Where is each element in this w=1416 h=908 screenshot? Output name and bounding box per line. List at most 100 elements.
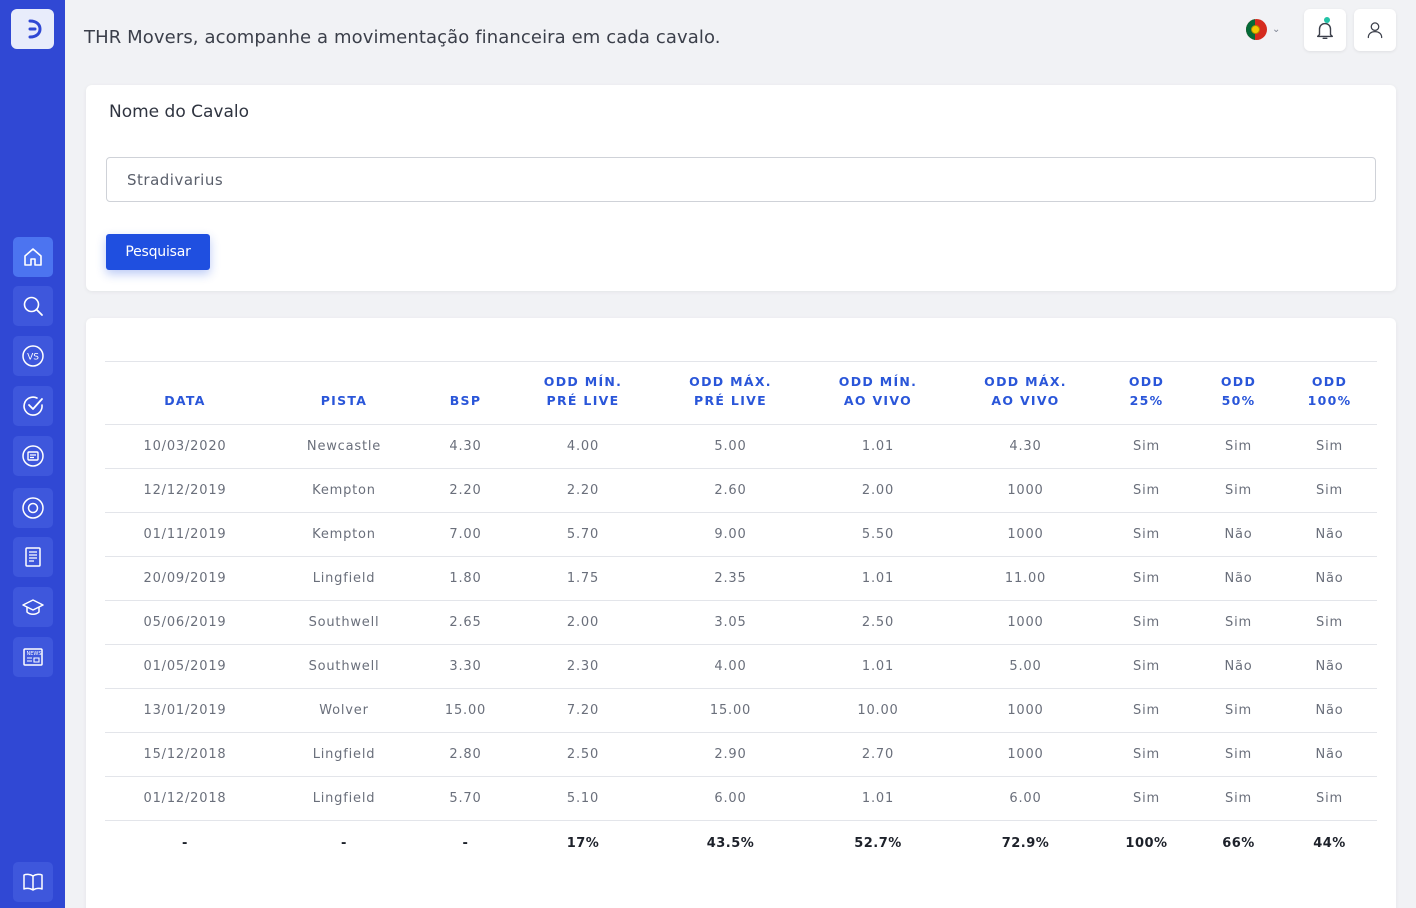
table-cell: Não [1315,747,1344,762]
table-cell: Sim [1225,483,1252,498]
column-header-odd-50[interactable]: ODD 50% [1220,374,1257,408]
table-cell: 5.10 [566,791,600,806]
horse-name-input[interactable] [106,157,1376,202]
table-cell: Sim [1316,615,1343,630]
user-icon [1367,22,1383,39]
table-cell: 2.70 [861,747,895,762]
table-cell: 01/11/2019 [143,527,227,542]
notification-dot [1324,17,1330,23]
table-cell: 3.30 [449,659,482,674]
table-cell: 4.30 [449,439,482,454]
table-cell: 1.01 [861,659,895,674]
table-row: 01/05/2019 Southwell 3.30 2.30 4.00 1.01 5.00 S… [105,645,1377,689]
column-header-min-pre-live[interactable]: ODD MÍN. PRÉ LIVE [543,374,623,408]
table-cell: 1.75 [566,571,600,586]
svg-text:VS: VS [27,353,39,363]
table-cell: Lingfield [312,571,376,586]
sidebar-item-home[interactable] [13,237,53,277]
table-cell: 11.00 [1004,571,1047,586]
svg-text:NEWS: NEWS [26,651,41,657]
table-cell: 6.00 [714,791,747,806]
table-cell: Não [1224,571,1253,586]
results-card: DATA PISTA BSP ODD MÍN. PRÉ LIVE ODD MÁX… [86,318,1396,908]
sidebar: VS NEWS [0,0,65,908]
table-cell: 1000 [1007,483,1044,498]
column-header-bsp[interactable]: BSP [449,393,482,408]
table-cell: Sim [1316,791,1343,806]
table-cell: 2.20 [449,483,482,498]
table-cell: Sim [1133,571,1160,586]
search-icon [23,296,43,316]
table-cell: 2.30 [566,659,600,674]
table-cell: 1000 [1007,615,1044,630]
column-header-max-live[interactable]: ODD MÁX. AO VIVO [984,374,1067,408]
sidebar-item-betslip[interactable] [13,436,53,476]
total-cell: 52.7% [854,835,902,851]
sidebar-item-manual[interactable] [13,862,53,902]
total-cell: - [341,835,347,851]
total-cell: 17% [566,835,600,851]
graduation-cap-icon [22,599,44,615]
user-menu-button[interactable] [1354,9,1396,51]
table-cell: 7.20 [566,703,600,718]
sidebar-item-document[interactable] [13,537,53,577]
table-row: 12/12/2019 Kempton 2.20 2.20 2.60 2.00 1000 Sim… [105,469,1377,513]
table-cell: 10.00 [857,703,899,718]
table-cell: 2.35 [714,571,747,586]
total-cell: 44% [1313,835,1346,851]
chevron-down-icon: ⌄ [1272,24,1281,35]
column-header-odd-25[interactable]: ODD 25% [1128,374,1165,408]
sidebar-item-search[interactable] [13,286,53,326]
column-header-track[interactable]: PISTA [320,393,368,408]
table-cell: Kempton [312,483,376,498]
table-cell: 4.00 [714,659,747,674]
sidebar-item-news[interactable]: NEWS [13,637,53,677]
table-cell: 6.00 [1009,791,1042,806]
table-cell: Newcastle [306,439,382,454]
language-selector[interactable]: ⌄ [1246,19,1280,40]
column-header-max-pre-live[interactable]: ODD MÁX. PRÉ LIVE [689,374,772,408]
table-cell: 1000 [1007,527,1044,542]
table-cell: 5.00 [714,439,747,454]
table-cell: Não [1315,527,1344,542]
column-header-date[interactable]: DATA [164,393,206,408]
sidebar-item-versus[interactable]: VS [13,336,53,376]
sidebar-item-education[interactable] [13,587,53,627]
notifications-button[interactable] [1304,9,1346,51]
column-header-min-live[interactable]: ODD MÍN. AO VIVO [838,374,918,408]
column-header-odd-100[interactable]: ODD 100% [1307,374,1352,408]
vs-icon: VS [22,345,44,367]
total-cell: 43.5% [706,835,755,851]
table-cell: 13/01/2019 [143,703,227,718]
table-cell: Sim [1225,791,1252,806]
table-row: 01/12/2018 Lingfield 5.70 5.10 6.00 1.01 6.00 S… [105,777,1377,821]
table-cell: Sim [1133,791,1160,806]
bell-icon [1316,22,1334,39]
table-cell: 1.01 [861,791,895,806]
sidebar-item-target[interactable] [13,488,53,528]
table-cell: 2.00 [566,615,600,630]
table-cell: 4.00 [566,439,600,454]
total-cell: 66% [1222,835,1255,851]
search-button[interactable]: Pesquisar [106,234,210,270]
table-cell: Sim [1133,527,1160,542]
total-cell: - [462,835,469,851]
table-cell: Sim [1133,439,1160,454]
sidebar-item-check[interactable] [13,386,53,426]
logo-icon [28,19,42,39]
page-title: THR Movers, acompanhe a movimentação fin… [84,27,721,48]
table-cell: 15.00 [444,703,487,718]
table-cell: 2.00 [861,483,895,498]
table-row: 20/09/2019 Lingfield 1.80 1.75 2.35 1.01 11.00… [105,557,1377,601]
search-card: Nome do Cavalo Pesquisar [86,85,1396,291]
portugal-flag-icon [1246,19,1267,40]
table-cell: 12/12/2019 [143,483,227,498]
target-icon [22,497,44,519]
table-cell: Sim [1133,615,1160,630]
total-cell: 100% [1125,835,1168,851]
table-cell: 5.50 [861,527,895,542]
table-cell: Southwell [308,615,380,630]
app-logo[interactable] [11,9,54,49]
table-cell: 05/06/2019 [143,615,227,630]
table-cell: 20/09/2019 [143,571,227,586]
